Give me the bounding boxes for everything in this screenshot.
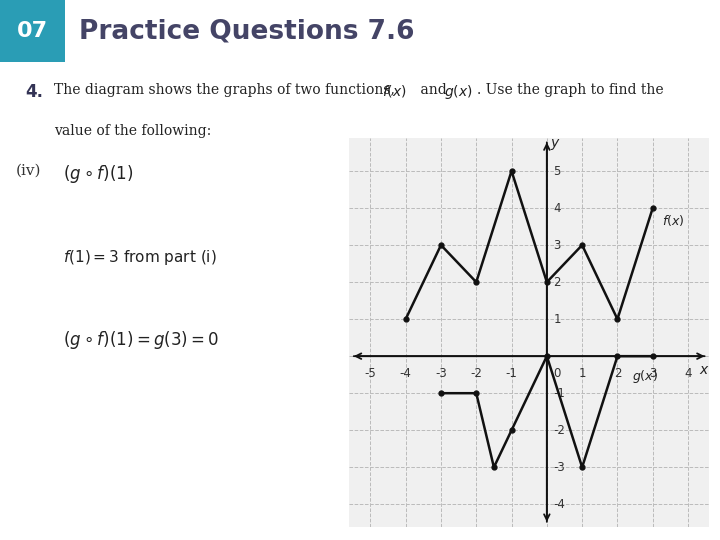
Text: $g(x)$: $g(x)$ <box>631 368 657 385</box>
Text: and: and <box>416 83 451 97</box>
Text: 1: 1 <box>578 367 586 380</box>
Text: value of the following:: value of the following: <box>54 124 211 138</box>
Text: 1: 1 <box>553 313 561 326</box>
FancyBboxPatch shape <box>0 0 65 62</box>
Text: x: x <box>700 363 708 377</box>
Text: 3: 3 <box>553 239 561 252</box>
Text: $(g \circ f )(1) = g(3) = 0$: $(g \circ f )(1) = g(3) = 0$ <box>63 329 219 352</box>
Text: (iv): (iv) <box>16 163 42 177</box>
Text: $(g \circ f )(1)$: $(g \circ f )(1)$ <box>63 163 133 185</box>
Text: 2: 2 <box>613 367 621 380</box>
Text: $f(1) = 3$ from part (i): $f(1) = 3$ from part (i) <box>63 248 217 267</box>
Text: . Use the graph to find the: . Use the graph to find the <box>477 83 664 97</box>
Text: -5: -5 <box>364 367 377 380</box>
Text: 07: 07 <box>17 21 48 41</box>
Text: -3: -3 <box>435 367 447 380</box>
Text: -4: -4 <box>553 498 565 511</box>
Text: 2: 2 <box>553 275 561 288</box>
Text: -3: -3 <box>553 461 565 474</box>
Text: $f(x)$: $f(x)$ <box>382 83 406 98</box>
Text: 3: 3 <box>649 367 657 380</box>
Text: 5: 5 <box>553 165 561 178</box>
Text: y: y <box>551 136 559 150</box>
Text: 4: 4 <box>553 201 561 214</box>
Text: -2: -2 <box>470 367 482 380</box>
Text: Practice Questions 7.6: Practice Questions 7.6 <box>79 18 415 44</box>
Text: $g(x)$: $g(x)$ <box>444 83 472 100</box>
Text: -4: -4 <box>400 367 412 380</box>
Text: 4: 4 <box>684 367 692 380</box>
Text: -1: -1 <box>505 367 518 380</box>
Text: $f(x)$: $f(x)$ <box>662 213 684 228</box>
Text: 4.: 4. <box>25 83 43 100</box>
Text: The diagram shows the graphs of two functions,: The diagram shows the graphs of two func… <box>54 83 400 97</box>
Text: -1: -1 <box>553 387 565 400</box>
Text: 0: 0 <box>553 367 561 380</box>
Text: -2: -2 <box>553 424 565 437</box>
